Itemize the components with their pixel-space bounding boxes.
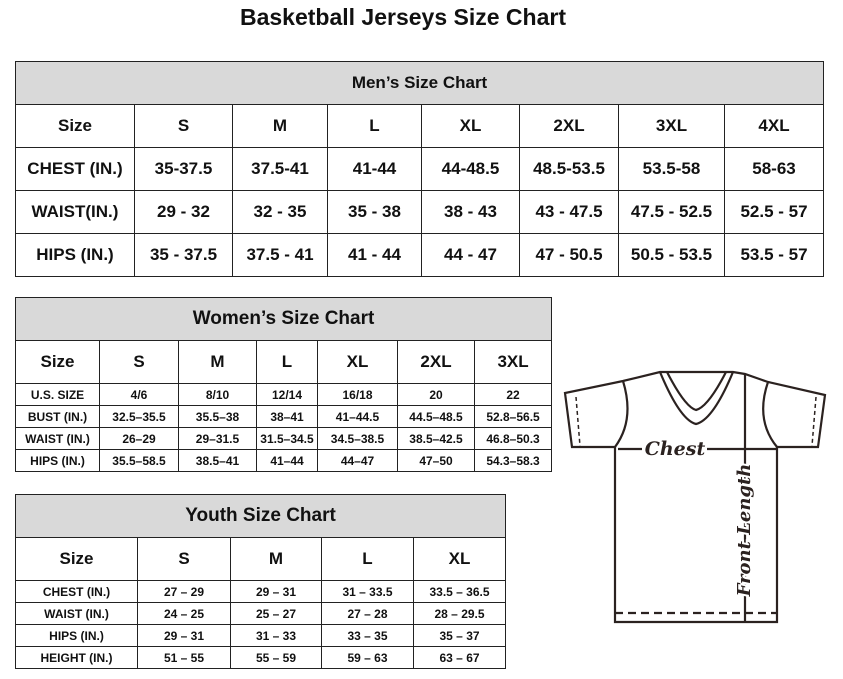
row-label: HIPS (IN.): [15, 233, 135, 277]
table-row: BUST (IN.) 32.5–35.5 35.5–38 38–41 41–44.5 44…: [15, 405, 553, 428]
table-cell: L: [327, 104, 422, 148]
table-cell: 33 – 35: [321, 624, 414, 647]
table-cell: 2XL: [397, 340, 475, 384]
table-cell: 47 - 50.5: [519, 233, 619, 277]
table-cell: 52.8–56.5: [473, 405, 553, 428]
table-cell: 38.5–42.5: [397, 427, 475, 450]
table-cell: XL: [412, 537, 507, 581]
table-cell: 58-63: [723, 147, 825, 191]
table-cell: 25 – 27: [230, 602, 322, 625]
table-cell: 38.5–41: [178, 449, 257, 472]
table-row: WAIST (IN.) 26–29 29–31.5 31.5–34.5 34.5–38.…: [15, 427, 553, 450]
table-cell: 37.5 - 41: [232, 233, 328, 277]
table-cell: 32 - 35: [232, 190, 328, 234]
table-cell: 52.5 - 57: [723, 190, 825, 234]
chest-label: Chest: [645, 438, 706, 460]
table-cell: 51 – 55: [137, 646, 231, 669]
table-cell: 55 – 59: [230, 646, 322, 669]
page-title: Basketball Jerseys Size Chart: [239, 4, 566, 30]
table-cell: 35 - 37.5: [134, 233, 233, 277]
table-row: WAIST(IN.) 29 - 32 32 - 35 35 - 38 38 - 43 43…: [15, 190, 825, 234]
table-cell: 43 - 47.5: [519, 190, 619, 234]
table-cell: 29–31.5: [178, 427, 257, 450]
row-label: WAIST (IN.): [15, 602, 138, 625]
youth-size-table: Youth Size Chart Size S M L XL CHEST (IN.) 27 …: [14, 494, 507, 669]
table-cell: 35.5–38: [178, 405, 257, 428]
table-cell: L: [321, 537, 414, 581]
table-cell: 41-44: [327, 147, 422, 191]
table-cell: 38–41: [256, 405, 318, 428]
row-label: BUST (IN.): [15, 405, 100, 428]
table-cell: 29 – 31: [137, 624, 231, 647]
table-cell: 48.5-53.5: [519, 147, 619, 191]
mens-table-title: Men’s Size Chart: [14, 61, 825, 105]
row-label: Size: [15, 340, 100, 384]
table-cell: 41 - 44: [327, 233, 422, 277]
table-cell: 53.5 - 57: [723, 233, 825, 277]
table-row: HIPS (IN.) 35.5–58.5 38.5–41 41–44 44–47 47–5…: [15, 449, 553, 472]
row-label: HIPS (IN.): [15, 449, 100, 472]
table-cell: 63 – 67: [412, 646, 507, 669]
table-cell: 2XL: [519, 104, 619, 148]
row-label: CHEST (IN.): [15, 147, 135, 191]
header-row: Size S M L XL 2XL 3XL: [15, 340, 553, 384]
table-cell: 26–29: [99, 427, 179, 450]
row-label: WAIST(IN.): [15, 190, 135, 234]
table-cell: 54.3–58.3: [473, 449, 553, 472]
table-cell: 3XL: [618, 104, 725, 148]
table-cell: 47–50: [397, 449, 475, 472]
table-cell: S: [137, 537, 231, 581]
table-cell: 44-48.5: [421, 147, 520, 191]
table-cell: 59 – 63: [321, 646, 414, 669]
table-cell: 33.5 – 36.5: [412, 580, 507, 603]
table-cell: 31 – 33: [230, 624, 322, 647]
table-cell: 46.8–50.3: [473, 427, 553, 450]
table-cell: L: [256, 340, 318, 384]
jersey-outline-icon: [563, 370, 827, 624]
header-row: Size S M L XL 2XL 3XL 4XL: [15, 104, 825, 148]
table-cell: 24 – 25: [137, 602, 231, 625]
table-row: CHEST (IN.) 35-37.5 37.5-41 41-44 44-48.5 48.…: [15, 147, 825, 191]
table-cell: 53.5-58: [618, 147, 725, 191]
table-cell: 28 – 29.5: [412, 602, 507, 625]
table-cell: 35 - 38: [327, 190, 422, 234]
table-row: CHEST (IN.) 27 – 29 29 – 31 31 – 33.5 33.5 –…: [15, 580, 507, 603]
table-row: HIPS (IN.) 35 - 37.5 37.5 - 41 41 - 44 44 - …: [15, 233, 825, 277]
table-cell: 31.5–34.5: [256, 427, 318, 450]
table-cell: 41–44: [256, 449, 318, 472]
table-cell: 44.5–48.5: [397, 405, 475, 428]
table-cell: M: [232, 104, 328, 148]
table-cell: 34.5–38.5: [317, 427, 398, 450]
row-label: HEIGHT (IN.): [15, 646, 138, 669]
womens-size-table: Women’s Size Chart Size S M L XL 2XL 3XL U.S. S…: [14, 297, 553, 472]
mens-size-table: Men’s Size Chart Size S M L XL 2XL 3XL 4XL CHEST…: [14, 61, 825, 277]
header-row: Size S M L XL: [15, 537, 507, 581]
table-cell: S: [134, 104, 233, 148]
table-row: WAIST (IN.) 24 – 25 25 – 27 27 – 28 28 – 29.…: [15, 602, 507, 625]
table-cell: 38 - 43: [421, 190, 520, 234]
row-label: Size: [15, 537, 138, 581]
table-cell: M: [230, 537, 322, 581]
table-row: U.S. SIZE 4/6 8/10 12/14 16/18 20 22: [15, 383, 553, 406]
table-row: HEIGHT (IN.) 51 – 55 55 – 59 59 – 63 63 – 67: [15, 646, 507, 669]
front-length-label: Front Length: [734, 464, 755, 598]
table-cell: 27 – 29: [137, 580, 231, 603]
table-cell: XL: [421, 104, 520, 148]
youth-table-title: Youth Size Chart: [14, 494, 507, 538]
